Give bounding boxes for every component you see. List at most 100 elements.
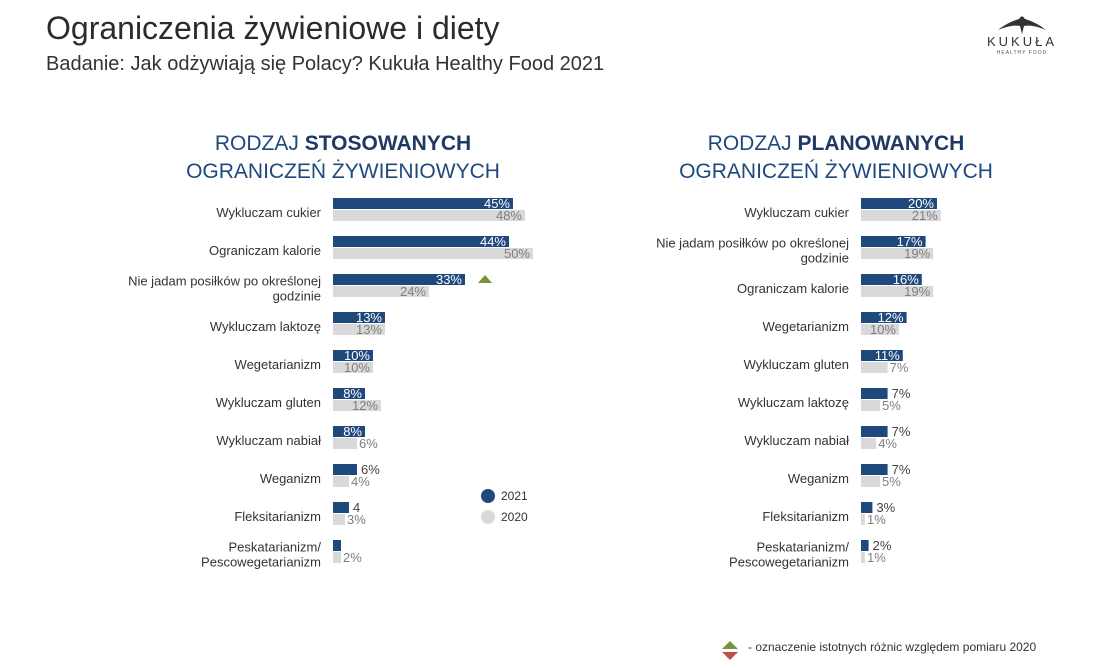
right-bar-2020: [861, 552, 865, 563]
right-category-label: Wykluczam cukier: [744, 205, 849, 220]
significance-legend-icon: [722, 641, 738, 660]
left-bar-2021: [333, 502, 349, 513]
legend-2021-marker: [481, 489, 495, 503]
right-category-label: Weganizm: [788, 471, 849, 486]
right-bar-2020: [861, 514, 865, 525]
left-category-label: Weganizm: [260, 471, 321, 486]
right-category-label: Fleksitarianizm: [762, 509, 849, 524]
right-bar-2021: [861, 464, 888, 475]
left-bar-2020: [333, 476, 349, 487]
right-value-label-2020: 21%: [912, 208, 938, 223]
left-bar-2021: [333, 464, 357, 475]
left-value-label-2020: 13%: [356, 322, 382, 337]
left-value-label-2021: 4: [353, 500, 360, 515]
right-value-label-2021: 12%: [878, 310, 904, 325]
left-bar-2021: [333, 540, 341, 551]
right-bar-2021: [861, 312, 907, 323]
left-bar-2020: [333, 324, 385, 335]
right-category-label: Peskatarianizm/Pescowegetarianizm: [729, 540, 849, 570]
left-value-label-2021: 10%: [344, 348, 370, 363]
right-category-label: Ograniczam kalorie: [737, 281, 849, 296]
left-title-prefix: RODZAJ: [214, 132, 305, 155]
left-value-label-2020: 2%: [343, 550, 362, 565]
left-category-label: Fleksitarianizm: [234, 509, 321, 524]
left-value-label-2020: 6%: [359, 436, 378, 451]
bird-icon: [998, 16, 1046, 34]
page-subtitle: Badanie: Jak odżywiają się Polacy? Kukuł…: [46, 53, 605, 75]
left-value-label-2021: 8%: [343, 424, 362, 439]
legend-2020-marker: [481, 510, 495, 524]
left-value-label-2021: 6%: [361, 462, 380, 477]
right-bar-2020: [861, 400, 880, 411]
left-bar-2021: [333, 312, 385, 323]
left-bar-2020: [333, 514, 345, 525]
right-value-label-2020: 19%: [904, 284, 930, 299]
page-title: Ograniczenia żywieniowe i diety: [46, 10, 500, 46]
left-category-label: Wykluczam nabiał: [216, 433, 321, 448]
right-title-line2: OGRANICZEŃ ŻYWIENIOWYCH: [679, 160, 993, 183]
right-bar-2020: [861, 324, 899, 335]
left-value-label-2020: 24%: [400, 284, 426, 299]
right-title-prefix: RODZAJ: [707, 132, 798, 155]
right-value-label-2020: 5%: [882, 398, 901, 413]
left-category-label: Wykluczam laktozę: [210, 319, 321, 334]
left-bar-2020: [333, 248, 533, 259]
right-value-label-2021: 20%: [908, 196, 934, 211]
left-bar-2020: [333, 438, 357, 449]
right-bar-2021: [861, 388, 888, 399]
left-category-label: Peskatarianizm/Pescowegetarianizm: [201, 540, 321, 570]
right-value-label-2021: 11%: [875, 348, 900, 363]
right-category-label: Wykluczam nabiał: [744, 433, 849, 448]
left-value-label-2021: 45%: [484, 196, 510, 211]
right-bar-2021: [861, 274, 922, 285]
right-bar-2020: [861, 248, 934, 259]
left-bar-2021: [333, 388, 365, 399]
left-chart-title: RODZAJ STOSOWANYCH OGRANICZEŃ ŻYWIENIOWY…: [163, 130, 523, 186]
logo-tagline: HEALTHY FOOD: [996, 50, 1048, 56]
left-bar-2020: [333, 362, 373, 373]
right-category-label: Wykluczam gluten: [744, 357, 849, 372]
right-bar-2021: [861, 236, 926, 247]
left-bar-2021: [333, 350, 373, 361]
left-bar-2020: [333, 400, 381, 411]
right-value-label-2020: 4%: [878, 436, 897, 451]
left-category-label: Nie jadam posiłków po określonej godzinie: [128, 274, 321, 304]
left-value-label-2020: 50%: [504, 246, 530, 261]
right-value-label-2021: 17%: [897, 234, 923, 249]
left-bar-2021: [333, 236, 509, 247]
right-value-label-2021: 3%: [876, 500, 895, 515]
left-category-label: Wegetarianizm: [235, 357, 321, 372]
left-bar-2021: [333, 426, 365, 437]
right-value-label-2020: 1%: [867, 550, 886, 565]
right-category-label: Nie jadam posiłków po określonej godzinie: [656, 236, 849, 266]
right-bar-2021: [861, 540, 869, 551]
left-value-label-2020: 12%: [352, 398, 378, 413]
right-bar-2021: [861, 502, 873, 513]
right-value-label-2020: 5%: [882, 474, 901, 489]
right-bar-2021: [861, 426, 888, 437]
left-value-label-2020: 4%: [351, 474, 370, 489]
footnote: - oznaczenie istotnych różnic względem p…: [748, 640, 1037, 654]
left-bar-2020: [333, 210, 525, 221]
left-title-line2: OGRANICZEŃ ŻYWIENIOWYCH: [186, 160, 500, 183]
right-bar-2021: [861, 198, 937, 209]
left-value-label-2020: 48%: [496, 208, 522, 223]
right-value-label-2020: 19%: [904, 246, 930, 261]
right-value-label-2020: 10%: [870, 322, 896, 337]
right-value-label-2020: 7%: [890, 360, 909, 375]
right-bar-2020: [861, 362, 888, 373]
left-significance-up-icon: [478, 275, 492, 283]
legend-2021-label: 2021: [501, 489, 528, 503]
left-category-label: Wykluczam gluten: [216, 395, 321, 410]
right-title-bold: PLANOWANYCH: [797, 132, 965, 155]
left-bar-2020: [333, 286, 429, 297]
right-value-label-2021: 7%: [892, 386, 911, 401]
left-bar-2020: [333, 552, 341, 563]
right-chart-title: RODZAJ PLANOWANYCH OGRANICZEŃ ŻYWIENIOWY…: [656, 130, 1016, 186]
right-value-label-2021: 16%: [893, 272, 919, 287]
right-bar-2020: [861, 476, 880, 487]
left-value-label-2020: 3%: [347, 512, 366, 527]
legend-2020-label: 2020: [501, 510, 528, 524]
left-title-bold: STOSOWANYCH: [304, 132, 472, 155]
